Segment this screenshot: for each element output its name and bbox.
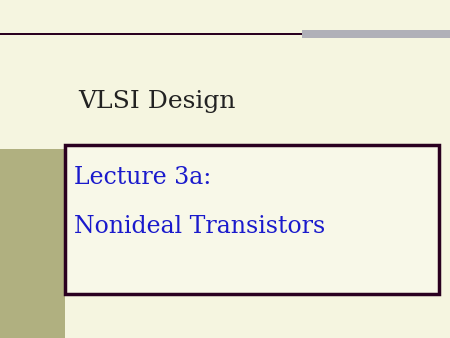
Text: VLSI Design: VLSI Design [79, 90, 236, 113]
Bar [302, 30, 450, 38]
Text: Nonideal Transistors: Nonideal Transistors [74, 215, 325, 238]
Bar [0, 33, 450, 35]
Bar [0, 149, 65, 338]
Text: Lecture 3a:: Lecture 3a: [74, 166, 211, 189]
Bar [65, 145, 439, 294]
